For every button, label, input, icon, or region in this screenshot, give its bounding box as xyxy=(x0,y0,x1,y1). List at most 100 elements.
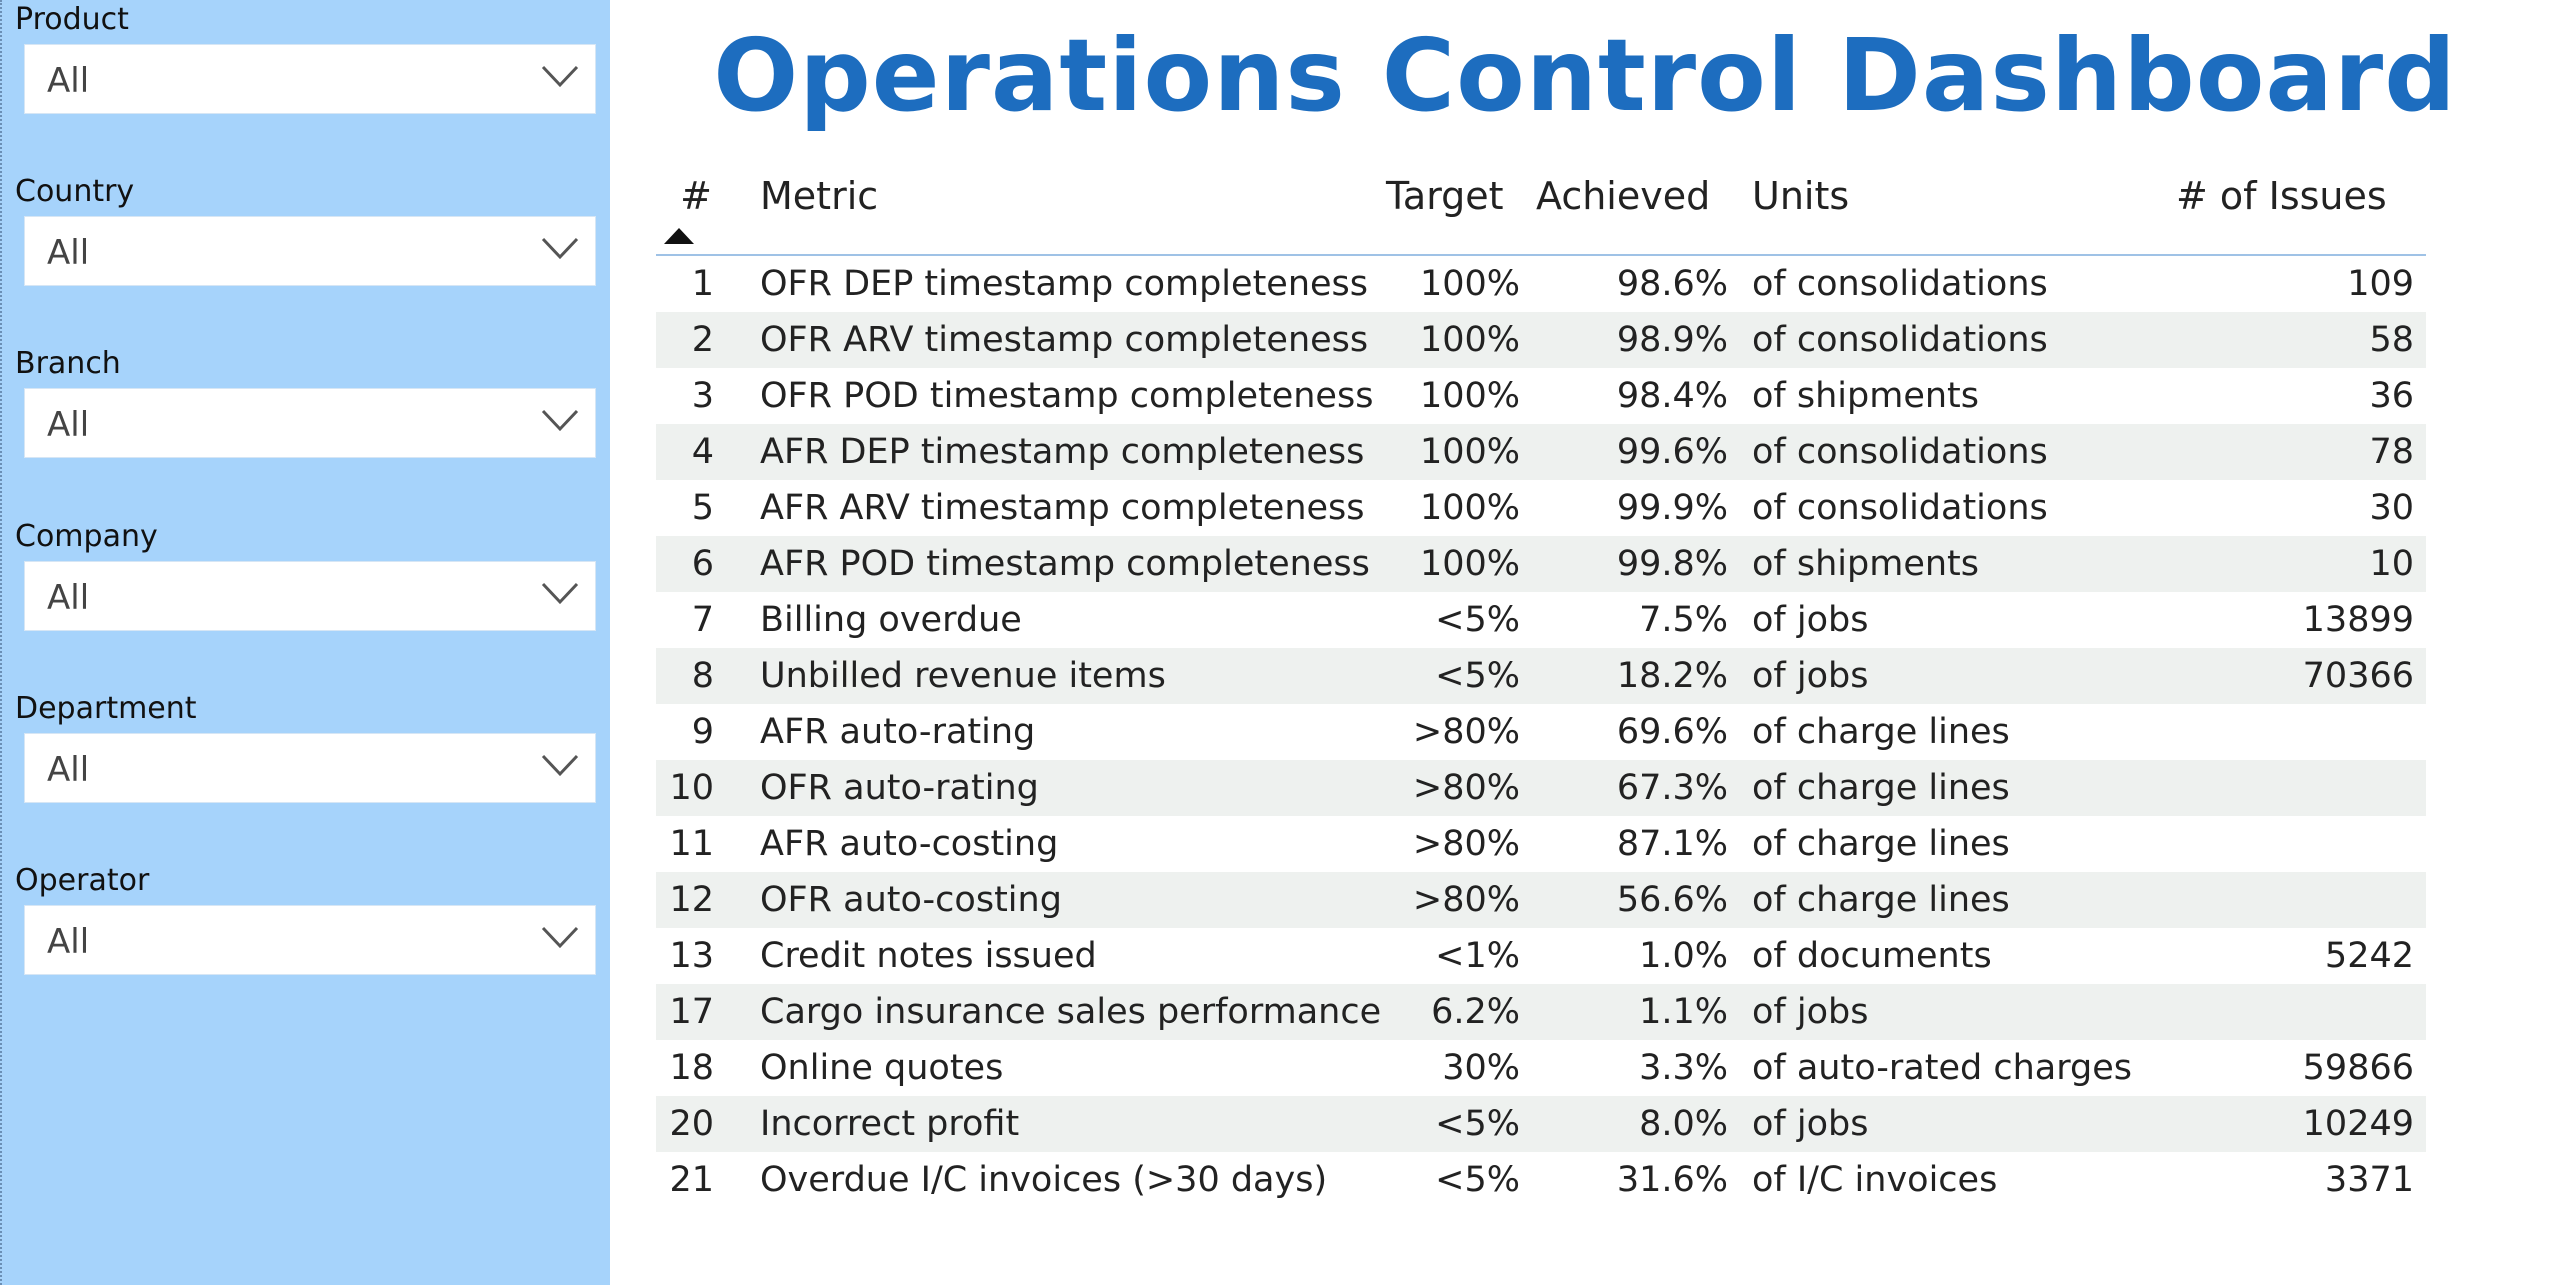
cell-issues xyxy=(2176,760,2426,816)
cell-metric: AFR POD timestamp completeness xyxy=(736,536,1386,592)
column-header-units[interactable]: Units xyxy=(1746,164,2176,256)
page-title: Operations Control Dashboard xyxy=(713,17,2457,134)
cell-target: 100% xyxy=(1386,536,1536,592)
cell-units: of charge lines xyxy=(1752,824,2010,864)
cell-metric: OFR DEP timestamp completeness xyxy=(760,264,1369,304)
cell-issues: 5242 xyxy=(2324,936,2414,976)
department-dropdown[interactable]: All xyxy=(24,733,596,803)
cell-achieved: 99.9% xyxy=(1616,488,1728,528)
cell-metric: Incorrect profit xyxy=(736,1096,1386,1152)
table-row[interactable]: 21 Overdue I/C invoices (>30 days) <5% 31.6… xyxy=(656,1152,2426,1208)
cell-units: of charge lines xyxy=(1746,760,2176,816)
filter-label: Company xyxy=(15,519,158,554)
cell-target: 100% xyxy=(1386,424,1536,480)
cell-issues xyxy=(2176,816,2426,872)
cell-achieved: 67.3% xyxy=(1536,760,1746,816)
cell-metric: Unbilled revenue items xyxy=(736,648,1386,704)
cell-target: 6.2% xyxy=(1386,984,1536,1040)
chevron-down-icon xyxy=(541,409,579,432)
cell-num: 7 xyxy=(691,600,714,640)
cell-achieved: 99.6% xyxy=(1536,424,1746,480)
cell-units: of auto-rated charges xyxy=(1752,1048,2132,1088)
table-row[interactable]: 6 AFR POD timestamp completeness 100% 99.8%… xyxy=(656,536,2426,592)
cell-units: of charge lines xyxy=(1752,712,2010,752)
dropdown-value: All xyxy=(47,578,90,618)
chevron-down-icon xyxy=(541,582,579,605)
operator-dropdown[interactable]: All xyxy=(24,905,596,975)
cell-target: 100% xyxy=(1419,488,1520,528)
cell-achieved: 99.8% xyxy=(1536,536,1746,592)
cell-issues: 30 xyxy=(2369,488,2414,528)
filter-label: Department xyxy=(15,691,197,726)
cell-target: <5% xyxy=(1386,648,1536,704)
country-dropdown[interactable]: All xyxy=(24,216,596,286)
cell-achieved: 1.1% xyxy=(1536,984,1746,1040)
cell-issues: 10249 xyxy=(2176,1096,2426,1152)
cell-issues: 3371 xyxy=(2324,1160,2414,1200)
cell-achieved: 98.9% xyxy=(1536,312,1746,368)
cell-num: 11 xyxy=(669,824,714,864)
cell-metric: Billing overdue xyxy=(760,600,1022,640)
cell-achieved: 98.6% xyxy=(1616,264,1728,304)
cell-metric: OFR auto-rating xyxy=(736,760,1386,816)
cell-target: <5% xyxy=(1435,1160,1520,1200)
cell-metric: AFR DEP timestamp completeness xyxy=(736,424,1386,480)
table-row[interactable]: 18 Online quotes 30% 3.3% of auto-rated char… xyxy=(656,1040,2426,1096)
cell-metric: Credit notes issued xyxy=(760,936,1097,976)
table-row[interactable]: 4 AFR DEP timestamp completeness 100% 99.6%… xyxy=(656,424,2426,480)
product-dropdown[interactable]: All xyxy=(24,44,596,114)
cell-issues: 59866 xyxy=(2302,1048,2414,1088)
cell-num: 17 xyxy=(656,984,736,1040)
cell-units: of consolidations xyxy=(1746,312,2176,368)
column-header-target[interactable]: Target xyxy=(1386,164,1536,256)
cell-target: <5% xyxy=(1386,1096,1536,1152)
table-row[interactable]: 7 Billing overdue <5% 7.5% of jobs 13899 xyxy=(656,592,2426,648)
cell-num: 10 xyxy=(656,760,736,816)
dropdown-value: All xyxy=(47,405,90,445)
cell-num: 6 xyxy=(656,536,736,592)
branch-dropdown[interactable]: All xyxy=(24,388,596,458)
column-header-issues[interactable]: # of Issues xyxy=(2176,164,2426,256)
cell-issues: 36 xyxy=(2369,376,2414,416)
table-row[interactable]: 2 OFR ARV timestamp completeness 100% 98.9%… xyxy=(656,312,2426,368)
column-header-metric[interactable]: Metric xyxy=(736,164,1386,256)
cell-achieved: 3.3% xyxy=(1639,1048,1728,1088)
table-row[interactable]: 5 AFR ARV timestamp completeness 100% 99.9%… xyxy=(656,480,2426,536)
column-header-achieved[interactable]: Achieved xyxy=(1536,164,1746,256)
cell-units: of jobs xyxy=(1752,600,1869,640)
cell-num: 3 xyxy=(691,376,714,416)
cell-target: <1% xyxy=(1435,936,1520,976)
table-row[interactable]: 9 AFR auto-rating >80% 69.6% of charge lines xyxy=(656,704,2426,760)
cell-issues: 78 xyxy=(2176,424,2426,480)
table-row[interactable]: 3 OFR POD timestamp completeness 100% 98.4%… xyxy=(656,368,2426,424)
cell-issues: 13899 xyxy=(2302,600,2414,640)
filter-label: Branch xyxy=(15,346,121,381)
cell-num: 8 xyxy=(656,648,736,704)
table-row[interactable]: 20 Incorrect profit <5% 8.0% of jobs 10249 xyxy=(656,1096,2426,1152)
dropdown-value: All xyxy=(47,750,90,790)
cell-issues xyxy=(2176,872,2426,928)
cell-issues: 70366 xyxy=(2176,648,2426,704)
filter-label: Product xyxy=(15,2,129,37)
dropdown-value: All xyxy=(47,233,90,273)
cell-units: of jobs xyxy=(1746,648,2176,704)
cell-issues: 109 xyxy=(2347,264,2414,304)
cell-units: of consolidations xyxy=(1746,424,2176,480)
table-row[interactable]: 10 OFR auto-rating >80% 67.3% of charge line… xyxy=(656,760,2426,816)
table-row[interactable]: 8 Unbilled revenue items <5% 18.2% of jobs 70… xyxy=(656,648,2426,704)
cell-target: 30% xyxy=(1442,1048,1520,1088)
table-row[interactable]: 13 Credit notes issued <1% 1.0% of documents… xyxy=(656,928,2426,984)
table-row[interactable]: 12 OFR auto-costing >80% 56.6% of charge lin… xyxy=(656,872,2426,928)
table-row[interactable]: 11 AFR auto-costing >80% 87.1% of charge lin… xyxy=(656,816,2426,872)
cell-target: <5% xyxy=(1435,600,1520,640)
cell-issues xyxy=(2176,704,2426,760)
table-row[interactable]: 1 OFR DEP timestamp completeness 100% 98.6%… xyxy=(656,255,2426,312)
chevron-down-icon xyxy=(541,237,579,260)
cell-target: 100% xyxy=(1419,376,1520,416)
company-dropdown[interactable]: All xyxy=(24,561,596,631)
cell-metric: OFR ARV timestamp completeness xyxy=(736,312,1386,368)
table-row[interactable]: 17 Cargo insurance sales performance 6.2% 1… xyxy=(656,984,2426,1040)
filter-label: Operator xyxy=(15,863,150,898)
cell-achieved: 1.0% xyxy=(1639,936,1728,976)
sort-ascending-icon[interactable] xyxy=(664,228,694,244)
